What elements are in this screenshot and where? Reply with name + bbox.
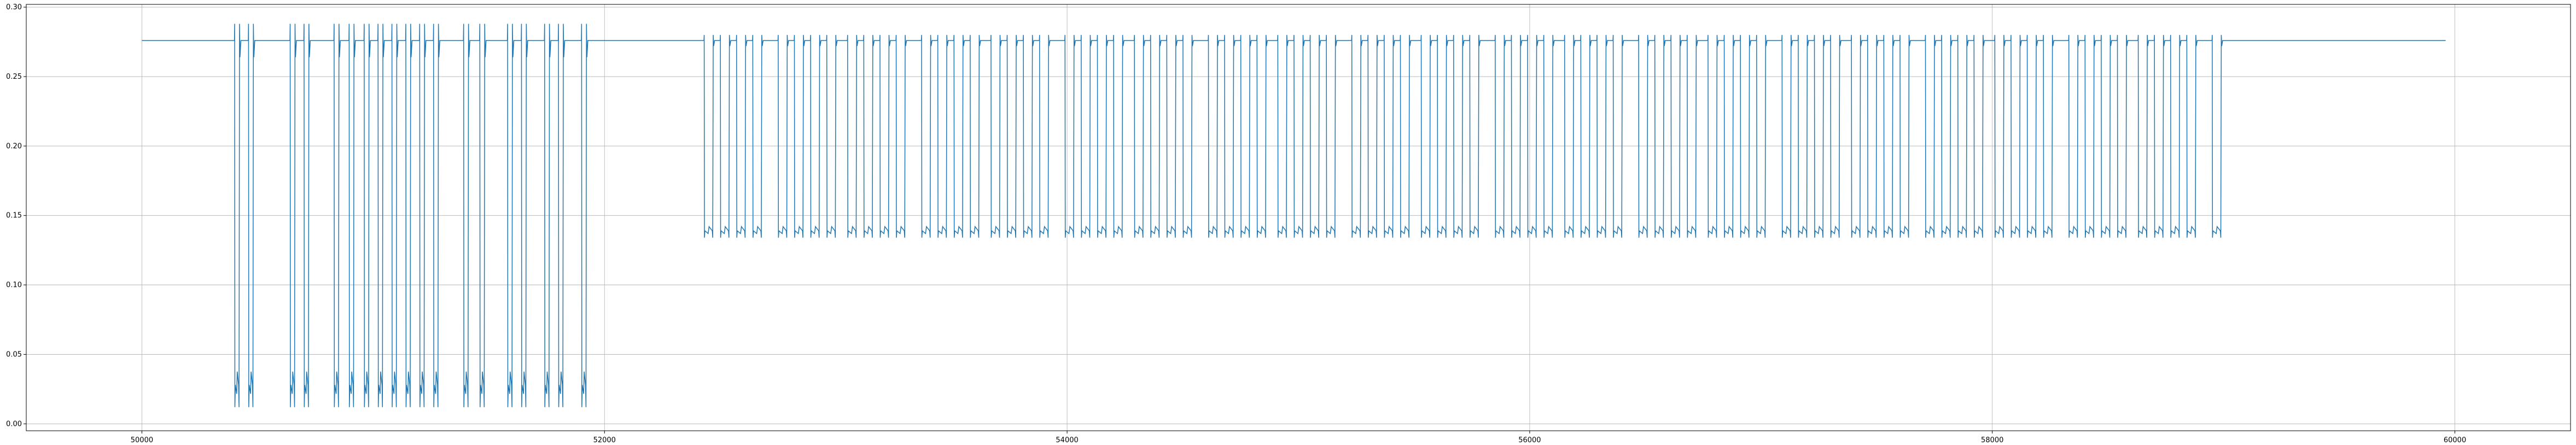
x-tick-label: 52000 — [593, 436, 616, 444]
y-tick-label: 0.00 — [6, 420, 22, 428]
series-line — [142, 24, 2446, 407]
x-tick-label: 56000 — [1518, 436, 1541, 444]
x-tick-label: 54000 — [1056, 436, 1078, 444]
axes-frame — [26, 4, 2571, 431]
y-tick-labels: 0.00 0.05 0.10 0.15 0.20 0.25 0.30 — [6, 3, 22, 428]
y-tick-label: 0.05 — [6, 350, 22, 359]
y-tick-label: 0.30 — [6, 3, 22, 11]
x-tick-labels: 50000 52000 54000 56000 58000 60000 — [131, 436, 2466, 444]
x-tick-label: 60000 — [2444, 436, 2466, 444]
y-tick-label: 0.20 — [6, 142, 22, 151]
x-tick-label: 50000 — [131, 436, 153, 444]
axis-ticks — [24, 7, 2456, 434]
x-tick-label: 58000 — [1981, 436, 2003, 444]
y-tick-label: 0.15 — [6, 212, 22, 220]
y-tick-label: 0.25 — [6, 73, 22, 81]
y-tick-label: 0.10 — [6, 281, 22, 290]
